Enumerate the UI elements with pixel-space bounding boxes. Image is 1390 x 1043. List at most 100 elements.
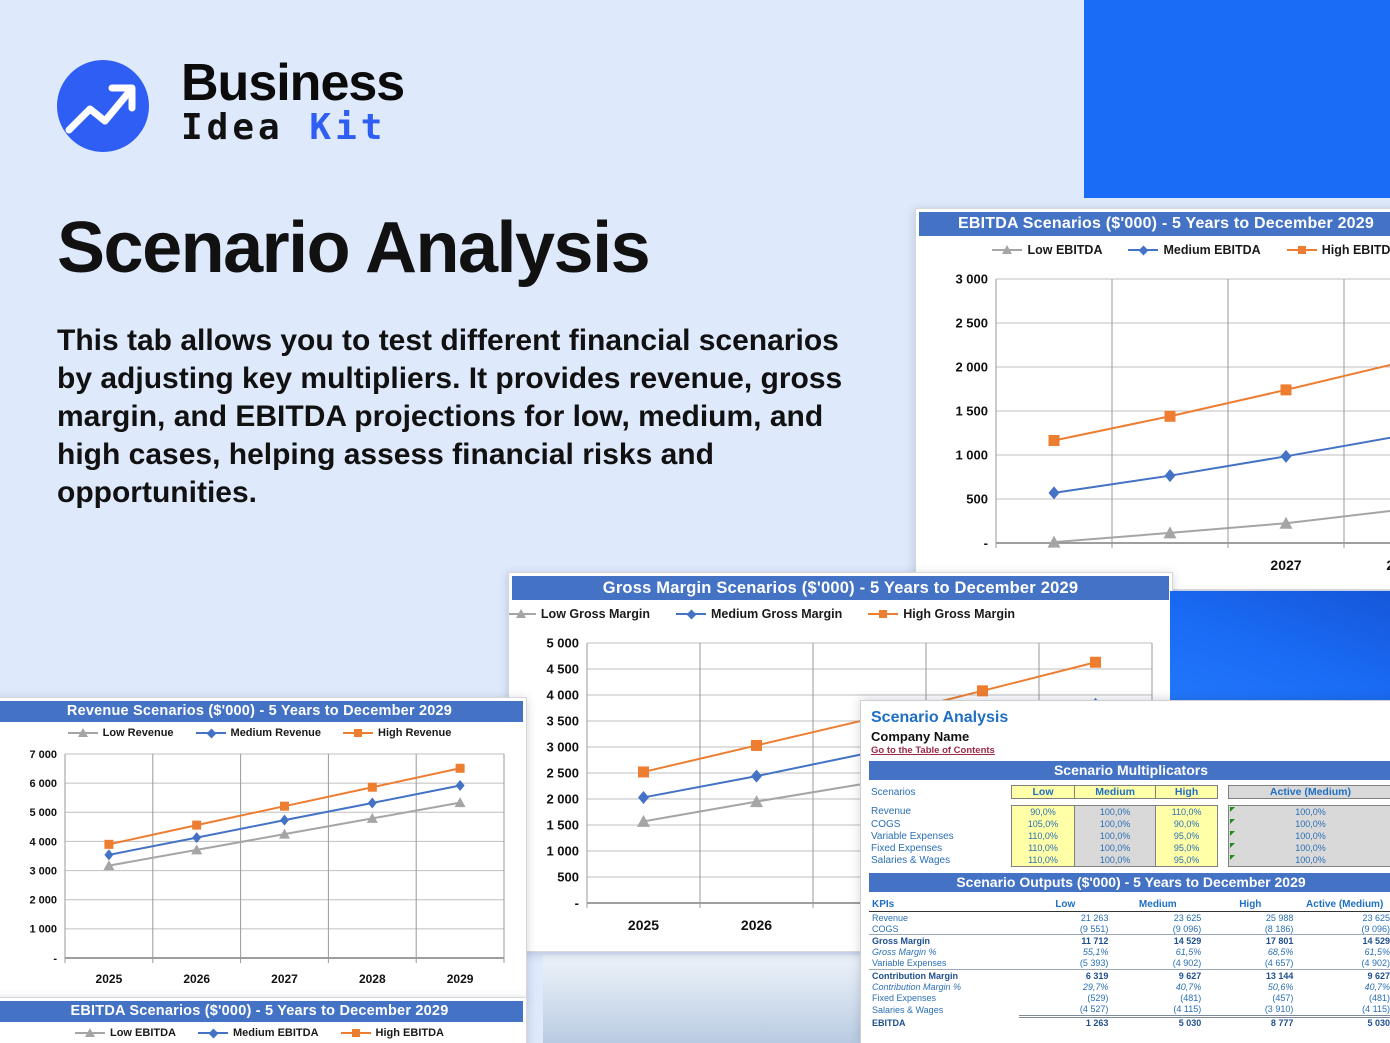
sheet-company-name: Company Name xyxy=(871,729,970,744)
mult-cell-active: 100,0% xyxy=(1227,805,1390,818)
mult-cell-low[interactable]: 110,0% xyxy=(1011,854,1075,867)
mult-cell-high[interactable]: 110,0% xyxy=(1155,805,1218,818)
outputs-row-label: Contribution Margin % xyxy=(872,981,962,992)
legend-item-high[interactable]: High EBITDA xyxy=(340,1027,444,1039)
legend-item-high[interactable]: High Revenue xyxy=(343,727,451,739)
mult-cell-medium[interactable]: 100,0% xyxy=(1073,854,1157,867)
mult-col-medium[interactable]: Medium xyxy=(1073,785,1157,799)
mult-row-label: Revenue xyxy=(871,806,912,818)
svg-text:1 000: 1 000 xyxy=(29,924,57,936)
outputs-cell-low: 11 712 xyxy=(1019,934,1112,947)
outputs-cell-active: 14 529 xyxy=(1296,934,1390,947)
mult-cell-low[interactable]: 110,0% xyxy=(1011,842,1075,854)
mult-cell-low[interactable]: 90,0% xyxy=(1011,805,1075,818)
svg-text:1 000: 1 000 xyxy=(546,844,579,859)
legend-label-high: High Revenue xyxy=(378,727,452,739)
chart-title-revenue: Revenue Scenarios ($'000) - 5 Years to D… xyxy=(0,701,523,722)
band-scenario-multiplicators: Scenario Multiplicators xyxy=(869,761,1390,780)
mult-cell-high[interactable]: 90,0% xyxy=(1155,818,1218,830)
legend-item-high[interactable]: High EBITDA xyxy=(1286,243,1390,257)
mult-cell-medium[interactable]: 100,0% xyxy=(1073,842,1157,854)
svg-text:-: - xyxy=(575,896,579,911)
outputs-cell-active: 23 625 xyxy=(1362,912,1390,923)
svg-text:2028: 2028 xyxy=(359,972,386,986)
mult-cell-medium[interactable]: 100,0% xyxy=(1073,818,1157,830)
svg-text:5 000: 5 000 xyxy=(546,636,579,651)
mult-row-label: Variable Expenses xyxy=(871,830,954,842)
svg-text:5 000: 5 000 xyxy=(29,807,57,819)
outputs-row: COGS (9 551) (9 096) (8 186) (9 096) xyxy=(869,923,1390,935)
outputs-row: Contribution Margin 6 319 9 627 13 144 9 627 xyxy=(869,968,1390,982)
mult-col-active: Active (Medium) xyxy=(1227,785,1390,799)
chart-card-ebitda-bottom: EBITDA Scenarios ($'000) - 5 Years to De… xyxy=(0,997,527,1043)
mult-cell-high[interactable]: 95,0% xyxy=(1155,842,1218,854)
outputs-cell-high: (4 657) xyxy=(1264,958,1294,969)
svg-text:2025: 2025 xyxy=(96,972,123,986)
mult-row-label: COGS xyxy=(871,818,901,830)
outputs-col-3: High xyxy=(1204,897,1297,912)
svg-text:2028: 2028 xyxy=(1386,557,1390,573)
legend-marker-square-icon xyxy=(340,1028,371,1038)
outputs-cell-low: 55,1% xyxy=(1082,947,1109,958)
legend-item-medium[interactable]: Medium EBITDA xyxy=(1128,243,1261,257)
outputs-cell-active: (481) xyxy=(1368,992,1390,1003)
mult-cell-high[interactable]: 95,0% xyxy=(1155,854,1218,867)
svg-text:500: 500 xyxy=(966,492,988,507)
outputs-cell-medium: 14 529 xyxy=(1111,934,1205,947)
svg-text:3 000: 3 000 xyxy=(29,865,57,877)
svg-text:4 000: 4 000 xyxy=(546,688,579,703)
svg-text:4 500: 4 500 xyxy=(546,662,579,677)
legend-item-medium[interactable]: Medium Gross Margin xyxy=(675,607,842,621)
decorative-blue-block-top xyxy=(1084,0,1390,198)
mult-cell-active: 100,0% xyxy=(1227,854,1390,867)
mult-cell-high[interactable]: 95,0% xyxy=(1155,830,1218,842)
brand-word-idea: Idea xyxy=(181,107,284,148)
mult-cell-low[interactable]: 110,0% xyxy=(1011,830,1075,842)
outputs-cell-high: 13 144 xyxy=(1204,968,1297,982)
outputs-cell-low: 1 263 xyxy=(1019,1014,1112,1029)
table-of-contents-link[interactable]: Go to the Table of Contents xyxy=(871,745,995,756)
svg-text:-: - xyxy=(984,536,988,551)
outputs-cell-active: 61,5% xyxy=(1364,947,1390,958)
outputs-cell-active: 9 627 xyxy=(1296,968,1390,982)
mult-cell-active: 100,0% xyxy=(1227,830,1390,842)
legend-marker-triangle-icon xyxy=(74,1028,105,1038)
outputs-row-label: Revenue xyxy=(872,912,909,923)
legend-item-low[interactable]: Low EBITDA xyxy=(992,243,1102,257)
outputs-row-label: Gross Margin xyxy=(869,934,1020,947)
band-scenario-outputs: Scenario Outputs ($'000) - 5 Years to De… xyxy=(869,873,1390,892)
legend-label-high: High EBITDA xyxy=(1321,243,1390,257)
outputs-cell-medium: 9 627 xyxy=(1111,968,1205,982)
outputs-row: Salaries & Wages (4 527) (4 115) (3 910) (4 … xyxy=(869,1004,1390,1017)
legend-item-low[interactable]: Low EBITDA xyxy=(74,1027,176,1039)
mult-col-high[interactable]: High xyxy=(1155,785,1218,799)
outputs-cell-low: (529) xyxy=(1087,992,1109,1003)
legend-marker-triangle-icon xyxy=(509,609,536,619)
outputs-cell-medium: (481) xyxy=(1180,992,1202,1003)
legend-item-medium[interactable]: Medium Revenue xyxy=(195,727,321,739)
mult-cell-medium[interactable]: 100,0% xyxy=(1073,805,1157,818)
outputs-cell-low: (9 551) xyxy=(1079,923,1109,934)
legend-item-low[interactable]: Low Revenue xyxy=(67,727,174,739)
outputs-row-label: EBITDA xyxy=(872,1017,906,1028)
outputs-cell-medium: (4 902) xyxy=(1172,958,1202,969)
svg-text:2 500: 2 500 xyxy=(546,766,579,781)
svg-text:2029: 2029 xyxy=(447,972,474,986)
svg-text:3 000: 3 000 xyxy=(546,740,579,755)
mult-cell-active: 100,0% xyxy=(1227,842,1390,854)
svg-text:7 000: 7 000 xyxy=(29,749,57,761)
legend-item-low[interactable]: Low Gross Margin xyxy=(509,607,650,621)
legend-item-medium[interactable]: Medium EBITDA xyxy=(197,1027,319,1039)
svg-text:2 000: 2 000 xyxy=(955,360,988,375)
outputs-cell-low: 21 263 xyxy=(1080,912,1109,923)
svg-text:2027: 2027 xyxy=(1270,557,1301,573)
mult-col-low[interactable]: Low xyxy=(1011,785,1075,799)
mult-cell-medium[interactable]: 100,0% xyxy=(1073,830,1157,842)
mult-cell-low[interactable]: 105,0% xyxy=(1011,818,1075,830)
outputs-col-2: Medium xyxy=(1111,897,1205,912)
svg-text:3 000: 3 000 xyxy=(955,272,988,287)
legend-item-high[interactable]: High Gross Margin xyxy=(868,607,1015,621)
outputs-row: Revenue 21 263 23 625 25 988 23 625 xyxy=(869,912,1390,924)
outputs-cell-active: 5 030 xyxy=(1296,1014,1390,1029)
chart-legend-gross-margin: Low Gross Margin Medium Gross Margin Hig… xyxy=(509,600,1172,628)
